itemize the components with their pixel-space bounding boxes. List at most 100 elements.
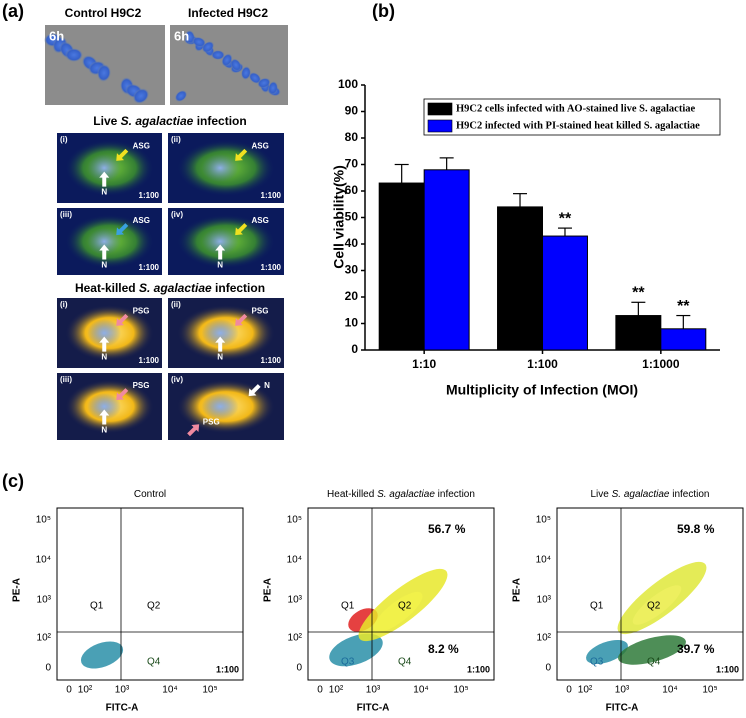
quadrant-label: Q4 <box>398 657 412 668</box>
y-tick-label: 0 <box>296 663 302 674</box>
x-tick-label: 10⁴ <box>662 685 677 696</box>
quadrant-label: Q2 <box>147 601 161 612</box>
arrow <box>187 424 200 437</box>
y-tick-label: 0 <box>545 663 551 674</box>
bar <box>497 206 543 351</box>
x-tick-label: 0 <box>317 685 323 696</box>
event-cloud <box>586 639 628 665</box>
nucleus-label: N <box>217 353 223 362</box>
x-tick-label: 10² <box>329 685 344 696</box>
x-tick-label: 10³ <box>366 685 381 696</box>
marker-label: PSG <box>252 307 269 316</box>
bar <box>660 328 707 351</box>
panel-label: (c) <box>2 471 24 491</box>
cell <box>230 58 242 72</box>
title-part: infection <box>193 114 246 128</box>
marker-label: PSG <box>133 381 150 390</box>
plot-title: Live S. agalactiae infection <box>591 489 710 500</box>
ratio-label: 1:100 <box>261 191 282 200</box>
arrow <box>99 171 110 187</box>
x-tick-label: 1:100 <box>527 357 558 371</box>
x-tick-label: 10⁴ <box>413 685 428 696</box>
event-cloud <box>329 633 383 667</box>
nucleus <box>87 154 122 182</box>
arrow <box>235 223 248 236</box>
cell <box>257 77 271 89</box>
cell <box>211 50 225 60</box>
quadrant-label: Q2 <box>398 601 412 612</box>
quadrant-label: Q1 <box>341 601 355 612</box>
significance: ** <box>559 210 572 227</box>
cell <box>240 66 252 80</box>
bar <box>615 315 662 351</box>
title-part: Heat-killed <box>75 281 139 295</box>
legend-swatch <box>427 119 453 133</box>
nucleus-label: N <box>101 188 107 197</box>
y-tick-label: 90 <box>345 104 359 118</box>
cell <box>201 41 215 53</box>
y-axis-label: PE-A <box>263 578 274 602</box>
y-tick-label: 20 <box>345 289 359 303</box>
x-axis-label: Multiplicity of Infection (MOI) <box>446 382 638 398</box>
micrographs: 6h 6h (i) ASG N 1:100 (ii) ASG 1:100 (iii) ASG N 1:1… <box>44 25 288 440</box>
quadrant-label: Q4 <box>147 657 161 668</box>
nucleus-label: N <box>264 381 270 390</box>
legend-swatch <box>427 102 453 116</box>
plot-title: Heat-killed S. agalactiae infection <box>327 489 475 500</box>
arrow <box>99 336 110 352</box>
cell <box>221 53 233 67</box>
time-label: 6h <box>49 28 64 43</box>
title-part: Heat-killed <box>327 489 377 500</box>
y-tick-label: 10⁵ <box>36 515 51 526</box>
marker-label: ASG <box>133 142 150 151</box>
marker-label: PSG <box>133 307 150 316</box>
quadrant-label: Q3 <box>341 657 355 668</box>
x-tick-label: 10⁵ <box>453 685 468 696</box>
marker-label: ASG <box>252 142 269 151</box>
quadrant-label: Q1 <box>590 601 604 612</box>
event-cloud <box>618 635 686 665</box>
cell <box>174 90 188 102</box>
arrow <box>235 148 248 161</box>
title-part: S. agalactiae <box>377 489 435 500</box>
time-label: 6h <box>174 28 189 43</box>
title-part: S. agalactiae <box>121 114 194 128</box>
image-id: (ii) <box>171 135 181 144</box>
y-tick-label: 10⁴ <box>287 555 302 566</box>
y-tick-label: 100 <box>338 77 358 91</box>
cell <box>192 36 206 48</box>
x-tick-label: 1:10 <box>412 357 436 371</box>
event-cloud <box>632 585 682 625</box>
flow-plots: (c) Control 0 10² 10³ 10⁴ 10⁵ 10⁵ 10⁴ 10³ 10² 0 FITC… <box>2 471 744 714</box>
x-axis-label: FITC-A <box>357 703 390 714</box>
y-tick-label: 10² <box>537 633 552 644</box>
y-tick-label: 60 <box>345 183 359 197</box>
image-id: (i) <box>60 135 68 144</box>
marker-label: ASG <box>133 216 150 225</box>
ratio-label: 1:100 <box>261 263 282 272</box>
y-tick-label: 10³ <box>288 595 303 606</box>
x-tick-label: 10² <box>578 685 593 696</box>
percent-label: 59.8 % <box>677 522 715 536</box>
x-tick-label: 10³ <box>615 685 630 696</box>
cell <box>248 72 262 84</box>
x-tick-label: 10³ <box>115 685 130 696</box>
nucleus-label: N <box>101 426 107 435</box>
ratio-label: 1:100 <box>261 356 282 365</box>
bar-chart: (b) 0 10 20 30 40 50 60 70 80 90 100 Cell viability(… <box>331 1 721 398</box>
x-tick-label: 1:1000 <box>642 357 680 371</box>
arrow <box>248 384 261 397</box>
nucleus <box>201 228 239 255</box>
legend-box <box>423 98 721 136</box>
x-tick-label: 0 <box>66 685 72 696</box>
nucleus-label: N <box>101 353 107 362</box>
arrow <box>116 313 129 326</box>
y-tick-label: 10³ <box>37 595 52 606</box>
y-axis-label: Cell viability(%) <box>331 165 347 268</box>
x-tick-label: 10⁵ <box>702 685 717 696</box>
ratio-label: 1:100 <box>139 356 160 365</box>
arrow <box>235 313 248 326</box>
y-tick-label: 40 <box>345 236 359 250</box>
arrow <box>116 223 129 236</box>
